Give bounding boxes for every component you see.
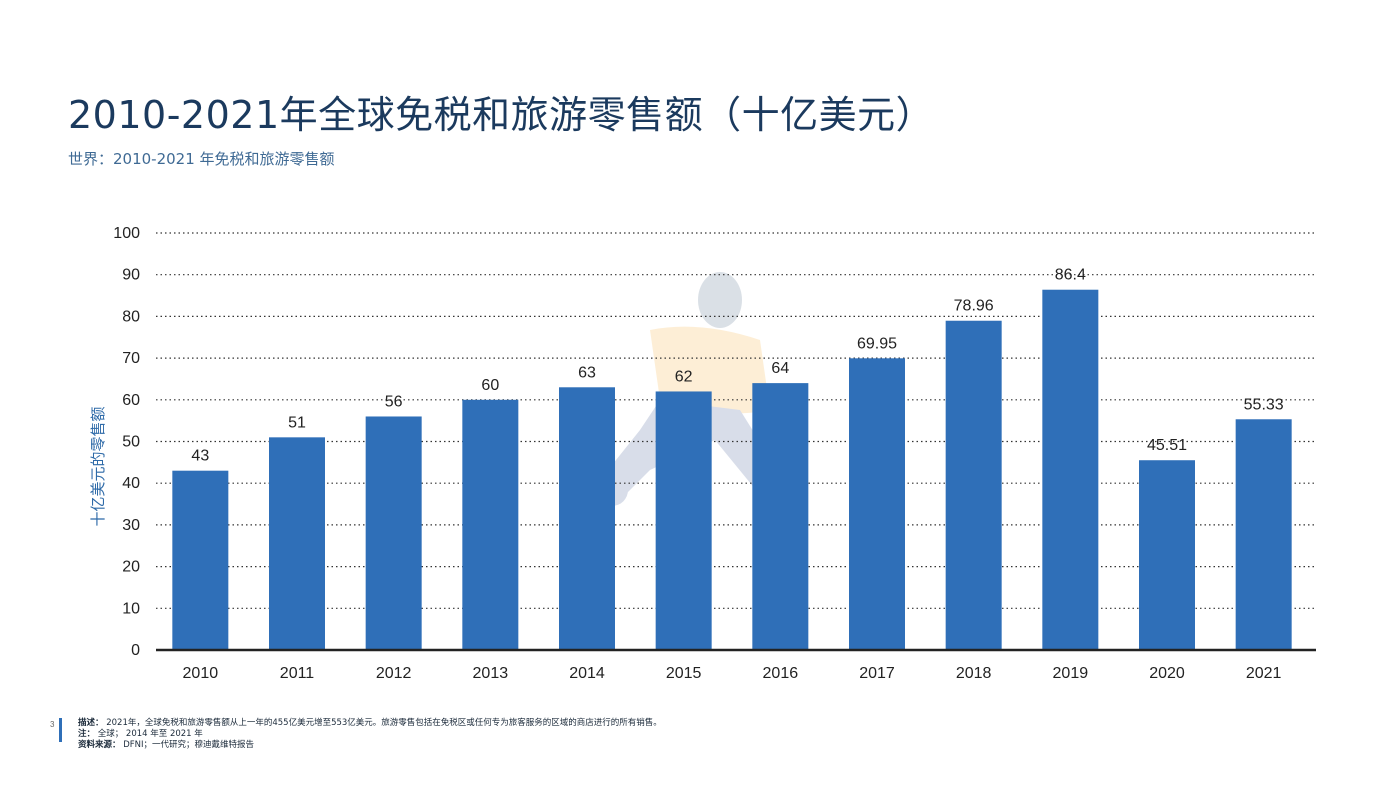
bar: [365, 416, 422, 650]
bar-value-label: 64: [771, 360, 789, 377]
y-tick-label: 0: [131, 642, 140, 659]
bar-value-label: 62: [675, 368, 693, 385]
description-label: 描述：: [78, 718, 104, 728]
bar-value-label: 69.95: [857, 335, 897, 352]
bar: [172, 470, 229, 650]
footer: 3 描述： 2021年，全球免税和旅游零售额从上一年的455亿美元增至553亿美…: [50, 718, 1250, 758]
note-label: 注：: [78, 729, 96, 739]
bar: [462, 399, 519, 650]
y-axis-ticks: 0 10 20 30 40 50 60 70 80 90 100: [113, 225, 140, 659]
bar-value-label: 43: [191, 448, 209, 465]
x-tick-label: 2018: [956, 665, 992, 682]
x-tick-label: 2013: [473, 665, 509, 682]
y-tick-label: 20: [122, 559, 140, 576]
y-tick-label: 80: [122, 308, 140, 325]
note-text: 全球； 2014 年至 2021 年: [97, 729, 203, 739]
watermark-illustration: [596, 272, 790, 506]
bar: [752, 383, 809, 650]
y-tick-label: 70: [122, 350, 140, 367]
y-tick-label: 30: [122, 517, 140, 534]
bar: [269, 437, 325, 650]
source-text: DFNI；一代研究；穆迪戴维特报告: [123, 740, 255, 750]
bar: [1139, 460, 1195, 650]
page-number: 3: [50, 720, 55, 729]
bar-value-label: 55.33: [1244, 396, 1284, 413]
y-tick-label: 90: [122, 267, 140, 284]
bar-value-label: 51: [288, 414, 306, 431]
bar-value-label: 60: [481, 377, 499, 394]
bar-value-label: 63: [578, 364, 596, 381]
bar: [945, 320, 1002, 650]
y-axis-label: 十亿美元的零售额: [89, 406, 107, 526]
note-line: 注： 全球； 2014 年至 2021 年: [78, 729, 662, 740]
description-line: 描述： 2021年，全球免税和旅游零售额从上一年的455亿美元增至553亿美元。…: [78, 718, 662, 729]
y-tick-label: 10: [122, 600, 140, 617]
x-tick-label: 2016: [763, 665, 799, 682]
x-tick-label: 2012: [376, 665, 412, 682]
page-subtitle: 世界：2010-2021 年免税和旅游零售额: [68, 150, 335, 168]
bar-value-label: 78.96: [954, 298, 994, 315]
bar-value-label: 45.51: [1147, 437, 1187, 454]
y-tick-label: 50: [122, 434, 140, 451]
description-text: 2021年，全球免税和旅游零售额从上一年的455亿美元增至553亿美元。旅游零售…: [106, 718, 662, 728]
bar: [849, 358, 905, 650]
footer-accent-bar: [59, 718, 62, 742]
bar: [559, 387, 615, 650]
bar-value-label: 56: [385, 393, 403, 410]
x-axis-ticks: 2010 2011 2012 2013 2014 2015 2016 2017 2018 2019…: [183, 665, 1282, 682]
data-labels: 43 51 56 60 63 62 64 69.95 78.96 86.4 45.51 55.33: [191, 267, 1283, 465]
x-tick-label: 2015: [666, 665, 702, 682]
bar-chart: 43 51 56 60 63 62 64 69.95 78.96 86.4 45.51 55.33 0…: [89, 225, 1316, 682]
source-label: 资料来源：: [78, 740, 121, 750]
source-line: 资料来源： DFNI；一代研究；穆迪戴维特报告: [78, 740, 662, 751]
y-tick-label: 100: [113, 225, 140, 242]
x-tick-label: 2019: [1053, 665, 1089, 682]
bar-value-label: 86.4: [1055, 267, 1086, 284]
x-tick-label: 2020: [1149, 665, 1185, 682]
x-tick-label: 2017: [859, 665, 895, 682]
y-tick-label: 60: [122, 392, 140, 409]
x-tick-label: 2011: [280, 665, 315, 682]
bar: [655, 391, 712, 650]
page-title: 2010-2021年全球免税和旅游零售额（十亿美元）: [68, 93, 935, 137]
x-tick-label: 2014: [569, 665, 605, 682]
x-tick-label: 2021: [1246, 665, 1282, 682]
bar: [1235, 419, 1292, 650]
y-tick-label: 40: [122, 475, 140, 492]
x-tick-label: 2010: [183, 665, 219, 682]
footer-notes: 描述： 2021年，全球免税和旅游零售额从上一年的455亿美元增至553亿美元。…: [78, 718, 662, 751]
bar: [1042, 289, 1099, 650]
bars: [172, 289, 1292, 650]
